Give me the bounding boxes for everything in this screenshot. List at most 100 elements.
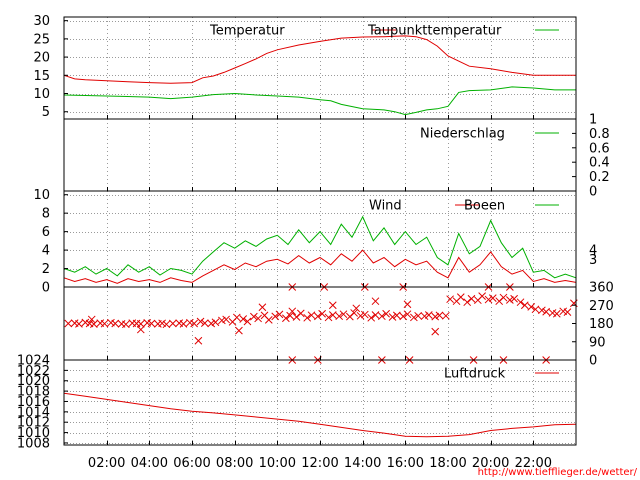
wind-direction-point (488, 294, 497, 303)
wind-direction-point (478, 292, 486, 300)
wind-direction-point (542, 307, 550, 316)
wind-direction-point (484, 295, 493, 304)
precipitation-y-tick-label: 0.4 (589, 156, 610, 171)
wind-direction-y-tick-label: 270 (589, 299, 614, 314)
pressure-series-1-line (63, 392, 577, 438)
temperature-y-tick-label: 15 (33, 69, 50, 84)
wind-y-tick-label: 0 (42, 281, 50, 296)
wind-direction-point (200, 319, 209, 327)
wind-direction-point (403, 300, 412, 309)
credit-link: http://www.tiefflieger.de/wetter/ (478, 467, 638, 478)
wind-direction-point (506, 296, 514, 304)
wind-direction-point (424, 311, 433, 319)
pressure-y-tick-label: 1020 (17, 374, 50, 389)
wind-direction-y-tick-label: 360 (589, 281, 614, 296)
x-tick-label: 02:00 (88, 456, 125, 471)
wind-legend-label: Wind (369, 199, 402, 214)
wind-direction-point (410, 313, 418, 322)
temperature-y-tick-label: 10 (33, 87, 50, 102)
wind-direction-point (367, 313, 376, 322)
x-tick-label: 04:00 (131, 456, 168, 471)
wind-direction-point (420, 312, 429, 321)
wind-y-tick-label: 2 (42, 262, 50, 277)
wind-direction-point (339, 310, 348, 319)
wind-direction-point (403, 310, 412, 319)
pressure-y-tick-label: 1024 (17, 354, 50, 369)
pressure-y-tick-label: 1022 (17, 364, 50, 379)
wind-direction-point (388, 313, 397, 321)
wind-direction-point (222, 315, 230, 324)
wind-direction-point (264, 315, 273, 324)
wind-direction-point (75, 320, 83, 328)
x-tick-label: 08:00 (216, 456, 253, 471)
wind-direction-point (194, 336, 203, 345)
wind-direction-point (531, 305, 540, 314)
wind-direction-point (288, 307, 297, 316)
wind-direction-point (211, 318, 220, 327)
wind-direction-point (296, 309, 305, 318)
wind-direction-point (442, 311, 450, 320)
pressure-y-tick-label: 1008 (17, 436, 50, 451)
wind-direction-point (162, 320, 171, 329)
temperature-series-1-line (63, 35, 576, 84)
x-tick-label: 12:00 (301, 456, 338, 471)
wind-direction-point (392, 311, 401, 320)
wind-direction-point (286, 311, 294, 320)
wind-direction-point (467, 294, 476, 303)
temperature-y-tick-label: 25 (33, 32, 50, 47)
wind-direction-y-tick-label: 0 (589, 354, 597, 369)
wind-direction-point (190, 319, 198, 328)
wind-y-tick-label: 8 (42, 207, 50, 222)
precipitation-y-tick-label: 0.2 (589, 170, 610, 185)
wind-direction-point (446, 295, 454, 304)
temperature-y-tick-label: 30 (33, 14, 50, 29)
temperature-y-tick-label: 5 (42, 105, 50, 120)
wind-direction-point (275, 310, 284, 319)
x-tick-label: 18:00 (429, 456, 466, 471)
wind-direction-point (563, 308, 572, 316)
x-tick-label: 14:00 (344, 456, 381, 471)
wind-direction-point (136, 320, 145, 328)
wind-direction-point (64, 319, 73, 328)
temperature-y-tick-label: 20 (33, 51, 50, 66)
wind-direction-point (207, 319, 216, 328)
wind-right-label: 4 (589, 244, 597, 259)
data-layer (63, 35, 578, 438)
wind-direction-point (382, 309, 390, 318)
pressure-y-tick-label: 1010 (17, 426, 50, 441)
wind-direction-point (100, 319, 109, 328)
wind-direction-point (87, 315, 96, 324)
wind-direction-point (371, 297, 380, 306)
wind-direction-point (314, 312, 322, 321)
wind-direction-point (431, 327, 440, 336)
wind-direction-point (499, 293, 508, 302)
pressure-y-tick-label: 1018 (17, 385, 50, 400)
wind-direction-point (527, 303, 536, 311)
wind-y-tick-label: 4 (42, 244, 50, 259)
precipitation-y-tick-label: 0.6 (589, 141, 610, 156)
wind-direction-point (122, 320, 130, 329)
precipitation-y-tick-label: 1 (589, 113, 597, 128)
wind-direction-point (196, 317, 205, 326)
wind-direction-point (239, 315, 248, 323)
wind-direction-point (235, 326, 243, 335)
wind-direction-point (414, 311, 422, 320)
wind-direction-y-tick-label: 180 (589, 317, 614, 332)
wind-direction-point (435, 311, 444, 320)
wind-direction-point (371, 311, 380, 319)
x-tick-label: 06:00 (173, 456, 210, 471)
pressure-legend-label: Luftdruck (444, 367, 506, 382)
wind-right-label: 3 (589, 253, 597, 268)
wind-direction-point (111, 319, 120, 328)
x-tick-label: 16:00 (387, 456, 424, 471)
wind-y-tick-label: 10 (33, 188, 50, 203)
x-tick-label: 10:00 (259, 456, 296, 471)
wind-direction-point (431, 312, 440, 321)
precipitation-y-tick-label: 0 (589, 185, 597, 200)
wind-direction-point (136, 325, 145, 334)
wind-direction-point (510, 294, 518, 303)
wind-direction-point (378, 312, 386, 321)
